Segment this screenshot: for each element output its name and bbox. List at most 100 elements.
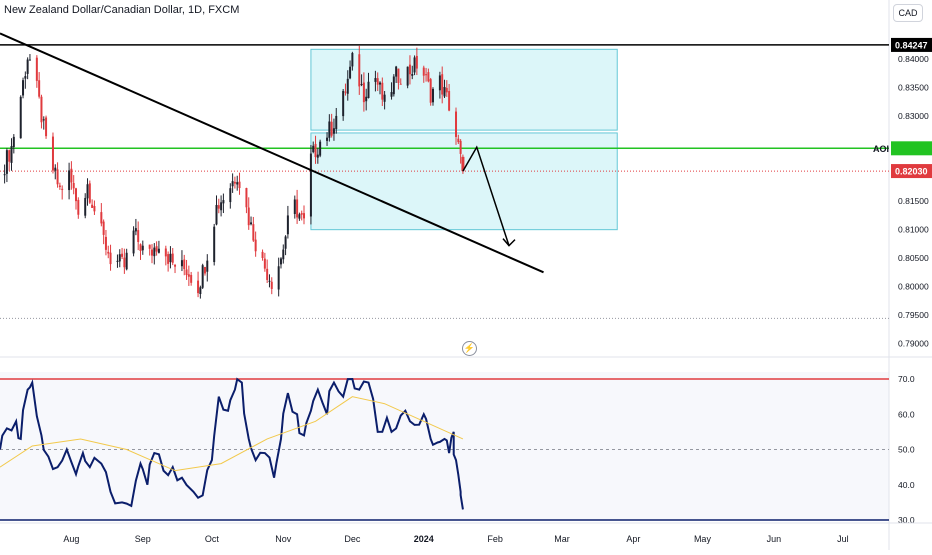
time-tick-label: Dec — [344, 534, 361, 544]
rsi-tick-label: 70.0 — [898, 374, 915, 384]
candle-body — [148, 244, 151, 249]
candle-body — [279, 258, 282, 265]
price-tick-label: 0.83500 — [898, 82, 929, 92]
candle-body — [91, 204, 94, 208]
candle-body — [197, 280, 200, 294]
candle-body — [5, 150, 8, 174]
candle-body — [61, 188, 64, 190]
candle-body — [171, 253, 174, 263]
candle-body — [229, 188, 232, 203]
candle-body — [164, 248, 167, 257]
candles-group — [3, 45, 465, 299]
lightning-circle-icon[interactable]: ⚡ — [462, 341, 477, 356]
candle-body — [45, 117, 48, 137]
rsi-tick-label: 30.0 — [898, 515, 915, 525]
candle-body — [344, 91, 347, 93]
candle-body — [293, 199, 296, 215]
projection-arrow — [462, 145, 510, 246]
zone-box-2 — [310, 132, 618, 231]
candle-body — [24, 76, 27, 79]
candle-body — [358, 54, 361, 87]
candle-body — [425, 74, 428, 76]
candle-body — [19, 96, 22, 139]
candle-body — [429, 79, 432, 103]
candle-body — [263, 258, 266, 269]
rsi-tick-label: 60.0 — [898, 409, 915, 419]
candle-body — [342, 90, 345, 117]
candle-body — [222, 200, 225, 204]
candle-body — [298, 214, 301, 219]
candle-body — [360, 84, 363, 86]
aoi-label: AOI — [873, 144, 889, 154]
time-tick-label: Oct — [205, 534, 220, 544]
last-price-label-box — [891, 164, 932, 179]
candle-body — [84, 197, 87, 216]
candle-body — [100, 212, 103, 224]
candle-body — [104, 236, 107, 250]
candle-body — [137, 230, 140, 242]
candle-body — [381, 82, 384, 100]
candle-body — [427, 72, 430, 82]
candle-body — [300, 213, 303, 215]
candle-body — [132, 230, 135, 254]
candle-body — [8, 150, 11, 162]
candle-body — [303, 213, 306, 219]
zone-box-1 — [310, 48, 618, 131]
candle-body — [183, 259, 186, 270]
candle-body — [68, 170, 71, 191]
candle-body — [12, 136, 15, 147]
candle-body — [349, 66, 352, 79]
candle-body — [367, 81, 370, 99]
time-tick-label: Apr — [626, 534, 640, 544]
candle-body — [445, 87, 448, 93]
candle-body — [190, 274, 193, 283]
downtrend-line — [0, 32, 544, 274]
price-tick-label: 0.80000 — [898, 282, 929, 292]
candle-body — [392, 76, 395, 95]
rsi-tick-label: 40.0 — [898, 480, 915, 490]
candle-body — [314, 143, 317, 158]
candle-body — [399, 83, 402, 85]
candle-body — [277, 266, 280, 290]
candle-body — [374, 78, 377, 82]
candle-body — [187, 274, 190, 277]
candle-body — [457, 138, 460, 143]
candle-body — [286, 215, 289, 235]
candle-body — [51, 136, 54, 171]
time-tick-label: Feb — [487, 534, 503, 544]
candle-body — [328, 121, 331, 138]
candle-body — [383, 94, 386, 102]
rsi-tick-label: 50.0 — [898, 445, 915, 455]
candle-body — [22, 80, 25, 96]
candle-body — [70, 168, 73, 183]
aoi-price-box — [891, 141, 932, 156]
candle-body — [268, 280, 271, 282]
currency-button[interactable]: CAD — [893, 4, 923, 22]
candle-body — [88, 183, 91, 203]
candle-body — [254, 239, 257, 252]
candle-body — [86, 184, 89, 199]
candle-body — [10, 146, 13, 163]
candle-body — [346, 78, 349, 94]
candle-body — [157, 248, 160, 253]
candle-body — [316, 154, 319, 158]
rsi-pane-background — [0, 372, 889, 520]
candle-body — [379, 82, 382, 85]
candle-body — [206, 260, 209, 272]
candle-body — [365, 96, 368, 102]
price-tick-label: 0.79000 — [898, 338, 929, 348]
candle-body — [220, 202, 223, 211]
candle-body — [116, 260, 119, 262]
candle-body — [118, 254, 121, 262]
time-tick-label: Nov — [275, 534, 292, 544]
candle-body — [56, 169, 59, 185]
candle-body — [236, 182, 239, 185]
candle-body — [107, 251, 110, 254]
candle-body — [250, 222, 253, 225]
candle-body — [215, 204, 218, 225]
candle-body — [413, 57, 416, 73]
candle-body — [362, 82, 365, 103]
candle-body — [40, 96, 43, 123]
time-tick-label: 2024 — [414, 534, 434, 544]
